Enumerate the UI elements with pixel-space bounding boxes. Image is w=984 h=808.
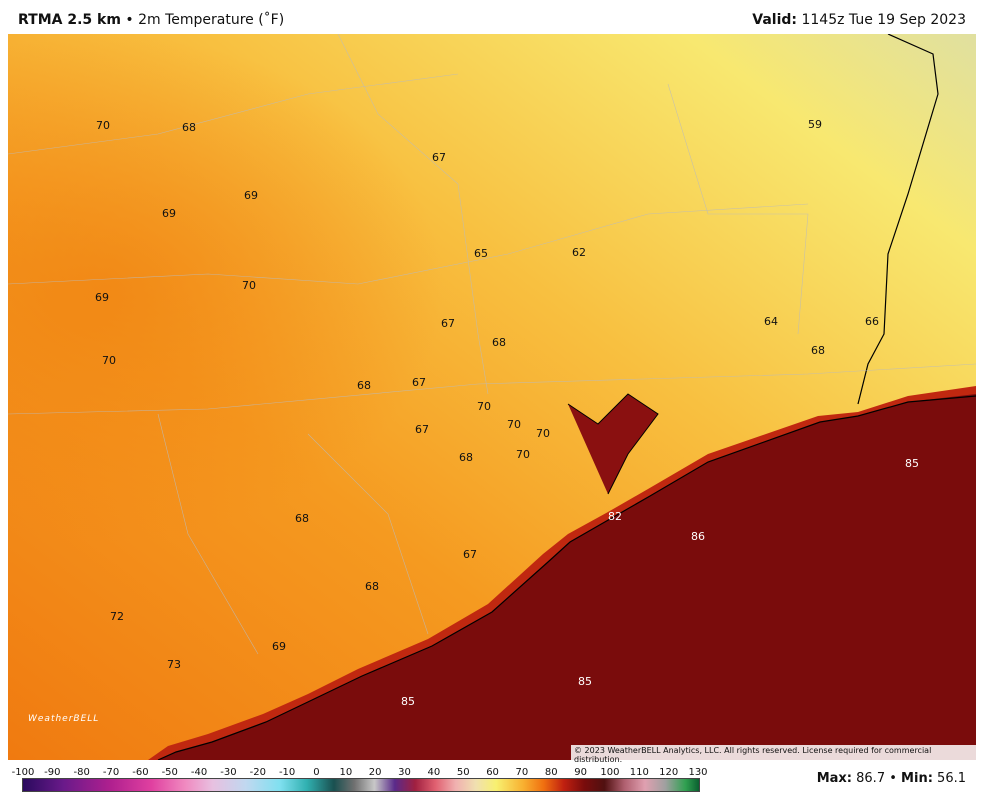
station-value: 85 [905, 457, 919, 470]
colorbar-tick-label: 110 [630, 767, 649, 778]
colorbar-tick-label: -80 [74, 767, 90, 778]
station-value: 68 [295, 512, 309, 525]
station-value: 72 [110, 610, 124, 623]
station-value: 70 [242, 279, 256, 292]
station-value: 69 [244, 189, 258, 202]
station-value: 68 [811, 344, 825, 357]
station-value: 67 [441, 317, 455, 330]
copyright: © 2023 WeatherBELL Analytics, LLC. All r… [571, 745, 984, 765]
colorbar-tick-label: 10 [339, 767, 352, 778]
station-value: 68 [182, 121, 196, 134]
colorbar-tick-label: 20 [369, 767, 382, 778]
station-value: 67 [412, 376, 426, 389]
station-value: 70 [102, 354, 116, 367]
station-value: 85 [401, 695, 415, 708]
station-value: 69 [95, 291, 109, 304]
station-labels: 70 68 67 69 69 65 62 59 69 70 67 68 64 66 68 70 68 67 70 70… [95, 118, 919, 708]
colorbar-tick-label: -10 [279, 767, 295, 778]
colorbar-tick-label: 100 [600, 767, 619, 778]
colorbar-tick-label: 50 [457, 767, 470, 778]
station-value: 70 [477, 400, 491, 413]
state-border [857, 34, 939, 405]
colorbar-tick-label: 40 [428, 767, 441, 778]
station-value: 68 [365, 580, 379, 593]
station-value: 70 [507, 418, 521, 431]
separator: • [889, 771, 897, 786]
header-left: RTMA 2.5 km • 2m Temperature (˚F) [18, 12, 284, 28]
station-value: 69 [272, 640, 286, 653]
colorbar-tick-label: 120 [659, 767, 678, 778]
station-value: 66 [865, 315, 879, 328]
colorbar-tick-label: 0 [313, 767, 319, 778]
map: 70 68 67 69 69 65 62 59 69 70 67 68 64 66 68 70 68 67 70 70… [8, 34, 976, 760]
stats: Max: 86.7 • Min: 56.1 [817, 771, 966, 786]
colorbar-tick-label: -60 [132, 767, 148, 778]
colorbar-tick-label: 130 [688, 767, 707, 778]
colorbar-tick-label: 90 [574, 767, 587, 778]
max-value: 86.7 [856, 771, 886, 786]
logo: WeatherBELL [28, 714, 100, 724]
station-value: 59 [808, 118, 822, 131]
colorbar-tick-label: -70 [103, 767, 119, 778]
station-value: 70 [536, 427, 550, 440]
colorbar-tick-label: -30 [220, 767, 236, 778]
colorbar-tick-label: -90 [44, 767, 60, 778]
separator: • [125, 12, 134, 28]
station-value: 69 [162, 207, 176, 220]
station-value: 64 [764, 315, 778, 328]
colorbar [22, 778, 700, 792]
station-value: 65 [474, 247, 488, 260]
station-value: 85 [578, 675, 592, 688]
colorbar-tick-label: -100 [12, 767, 35, 778]
colorbar-ticks: -100 -90 -80 -70 -60 -50 -40 -30 -20 -10 0 10 20 30 40… [12, 767, 708, 778]
header-right: Valid: 1145z Tue 19 Sep 2023 [752, 12, 966, 28]
station-value: 67 [432, 151, 446, 164]
subtitle: 2m Temperature (˚F) [138, 12, 285, 28]
station-value: 68 [357, 379, 371, 392]
county-lines [8, 34, 976, 655]
colorbar-tick-label: -20 [250, 767, 266, 778]
sea [158, 394, 976, 760]
station-value: 68 [492, 336, 506, 349]
colorbar-tick-label: -40 [191, 767, 207, 778]
valid-label: Valid: [752, 12, 798, 28]
station-value: 67 [463, 548, 477, 561]
station-value: 73 [167, 658, 181, 671]
bay [567, 393, 659, 495]
colorbar-tick-label: 70 [516, 767, 529, 778]
station-value: 68 [459, 451, 473, 464]
max-label: Max: [816, 771, 852, 786]
colorbar-tick-label: -50 [162, 767, 178, 778]
colorbar-tick-label: 60 [486, 767, 499, 778]
coastline [157, 395, 976, 760]
colorbar-tick-label: 80 [545, 767, 558, 778]
station-value: 70 [96, 119, 110, 132]
title: RTMA 2.5 km [18, 12, 121, 28]
min-label: Min: [901, 771, 933, 786]
station-value: 70 [516, 448, 530, 461]
min-value: 56.1 [937, 771, 966, 786]
station-value: 62 [572, 246, 586, 259]
colorbar-tick-label: 30 [398, 767, 411, 778]
valid-time: 1145z Tue 19 Sep 2023 [801, 12, 966, 28]
station-value: 67 [415, 423, 429, 436]
station-value: 86 [691, 530, 705, 543]
station-value: 82 [608, 510, 622, 523]
